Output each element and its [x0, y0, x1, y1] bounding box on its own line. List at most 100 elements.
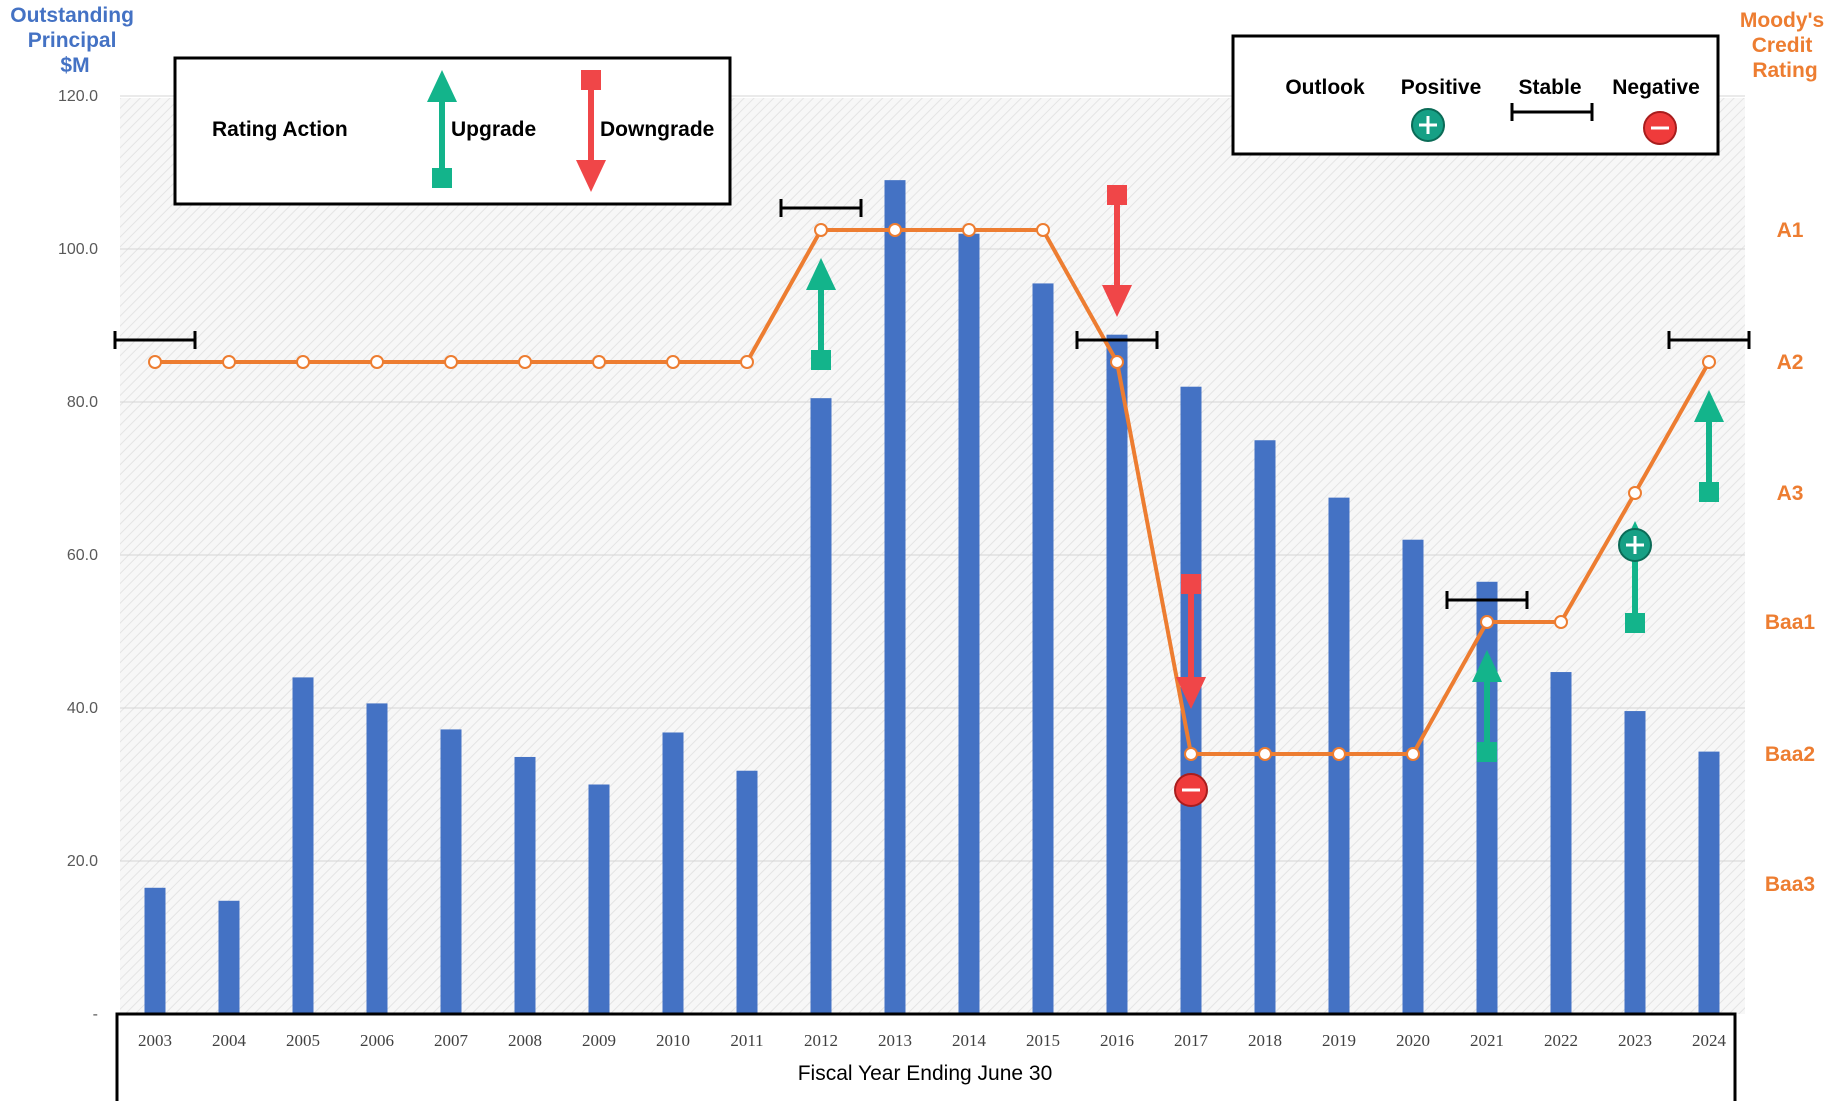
rating-point: [1258, 747, 1272, 761]
x-tick-label: 2008: [508, 1031, 542, 1050]
x-tick-label: 2017: [1174, 1031, 1209, 1050]
upgrade-arrow-icon: [1694, 390, 1724, 502]
outlook-legend: Outlook Positive Stable Negative: [1231, 34, 1720, 156]
x-axis-ticks: 2003 2004 2005 2006 2007 2008 2009 2010 2011 2012…: [138, 1031, 1727, 1050]
bar: [662, 732, 684, 1014]
rating-line: [148, 223, 1716, 761]
bar: [1106, 334, 1128, 1014]
bar: [440, 729, 462, 1014]
x-tick-label: 2022: [1544, 1031, 1578, 1050]
outlook-legend-icons: [1411, 103, 1677, 145]
downgrade-arrow-icon: [576, 70, 606, 192]
x-tick-label: 2023: [1618, 1031, 1652, 1050]
x-axis-title: Fiscal Year Ending June 30: [798, 1062, 1053, 1085]
rating-point: [1628, 486, 1642, 500]
x-tick-label: 2012: [804, 1031, 838, 1050]
x-tick-label: 2020: [1396, 1031, 1430, 1050]
positive-outlook-icon: [1618, 528, 1652, 562]
rating-tick-label: A2: [1777, 351, 1804, 374]
rating-point: [148, 355, 162, 369]
negative-legend-label: Negative: [1612, 76, 1700, 99]
x-tick-label: 2015: [1026, 1031, 1060, 1050]
bar: [1550, 672, 1572, 1014]
rating-axis-title-line-1: Moody's: [1740, 9, 1824, 32]
negative-outlook-icon: [1174, 773, 1208, 807]
outlook-legend-box: [1231, 34, 1720, 156]
rating-tick-label: Baa2: [1765, 743, 1815, 766]
rating-action-legend-title: Rating Action: [212, 118, 348, 141]
rating-point: [1332, 747, 1346, 761]
x-tick-label: 2003: [138, 1031, 172, 1050]
rating-point: [1036, 223, 1050, 237]
rating-point: [1406, 747, 1420, 761]
rating-tick-label: A3: [1777, 482, 1804, 505]
rating-tick-label: Baa1: [1765, 611, 1816, 634]
rating-point: [1110, 355, 1124, 369]
downgrade-legend-label: Downgrade: [600, 118, 714, 141]
bar: [366, 703, 388, 1014]
bar: [884, 180, 906, 1014]
x-tick-label: 2006: [360, 1031, 394, 1050]
bar: [588, 784, 610, 1014]
rating-axis-title: Moody's Credit Rating: [1740, 9, 1830, 82]
rating-action-legend-box: [173, 56, 732, 206]
bar: [292, 677, 314, 1014]
y-tick-label: 20.0: [67, 853, 98, 870]
y-tick-label: 120.0: [58, 88, 98, 105]
x-tick-label: 2016: [1100, 1031, 1134, 1050]
rating-point: [888, 223, 902, 237]
y-tick-label: 100.0: [58, 241, 98, 258]
x-tick-label: 2010: [656, 1031, 690, 1050]
rating-tick-label: Baa3: [1765, 873, 1815, 896]
y-tick-label: 40.0: [67, 700, 98, 717]
rating-point: [370, 355, 384, 369]
bar: [1402, 539, 1424, 1014]
rating-axis-title-line-2: Credit: [1752, 34, 1813, 57]
x-tick-label: 2005: [286, 1031, 320, 1050]
rating-point: [592, 355, 606, 369]
bar: [1032, 283, 1054, 1014]
bar: [1476, 581, 1498, 1014]
bar: [958, 233, 980, 1014]
rating-axis-ticks: Baa3 Baa2 Baa1 A3 A2 A1: [1765, 219, 1816, 896]
y-axis-ticks: - 20.0 40.0 60.0 80.0 100.0 120.0: [58, 88, 98, 1023]
x-tick-label: 2018: [1248, 1031, 1282, 1050]
bar: [1698, 751, 1720, 1014]
stable-legend-label: Stable: [1518, 76, 1581, 99]
downgrade-arrow-icon: [1176, 574, 1206, 709]
rating-point: [1554, 615, 1568, 629]
positive-legend-label: Positive: [1401, 76, 1482, 99]
rating-point: [222, 355, 236, 369]
y-axis-title-line-2: Principal: [28, 29, 117, 52]
bars: [144, 180, 1720, 1014]
rating-point: [962, 223, 976, 237]
stable-outlook-icon: [1445, 591, 1529, 609]
upgrade-arrow-icon: [806, 258, 836, 370]
x-tick-label: 2021: [1470, 1031, 1504, 1050]
rating-point: [666, 355, 680, 369]
y-axis-title-line-1: Outstanding: [10, 4, 134, 27]
upgrade-arrow-icon: [1472, 650, 1502, 762]
rating-point: [1480, 615, 1494, 629]
x-axis-box: [115, 1012, 1737, 1101]
downgrade-arrow-icon: [1102, 185, 1132, 317]
stable-outlook-markers: [113, 199, 1751, 609]
rating-action-legend: Rating Action Upgrade Downgrade: [173, 56, 732, 206]
rating-point: [518, 355, 532, 369]
bar: [736, 770, 758, 1014]
bar: [218, 900, 240, 1014]
x-tick-label: 2009: [582, 1031, 616, 1050]
stable-outlook-icon: [779, 199, 863, 217]
rating-point: [296, 355, 310, 369]
upgrade-legend-label: Upgrade: [451, 118, 536, 141]
rating-point: [1184, 747, 1198, 761]
x-tick-label: 2014: [952, 1031, 987, 1050]
x-tick-label: 2019: [1322, 1031, 1356, 1050]
rating-point: [444, 355, 458, 369]
x-tick-label: 2024: [1692, 1031, 1727, 1050]
rating-axis-title-line-3: Rating: [1752, 59, 1817, 82]
bar: [1624, 711, 1646, 1014]
rating-action-arrows: [806, 185, 1724, 762]
stable-outlook-icon: [1510, 103, 1594, 121]
